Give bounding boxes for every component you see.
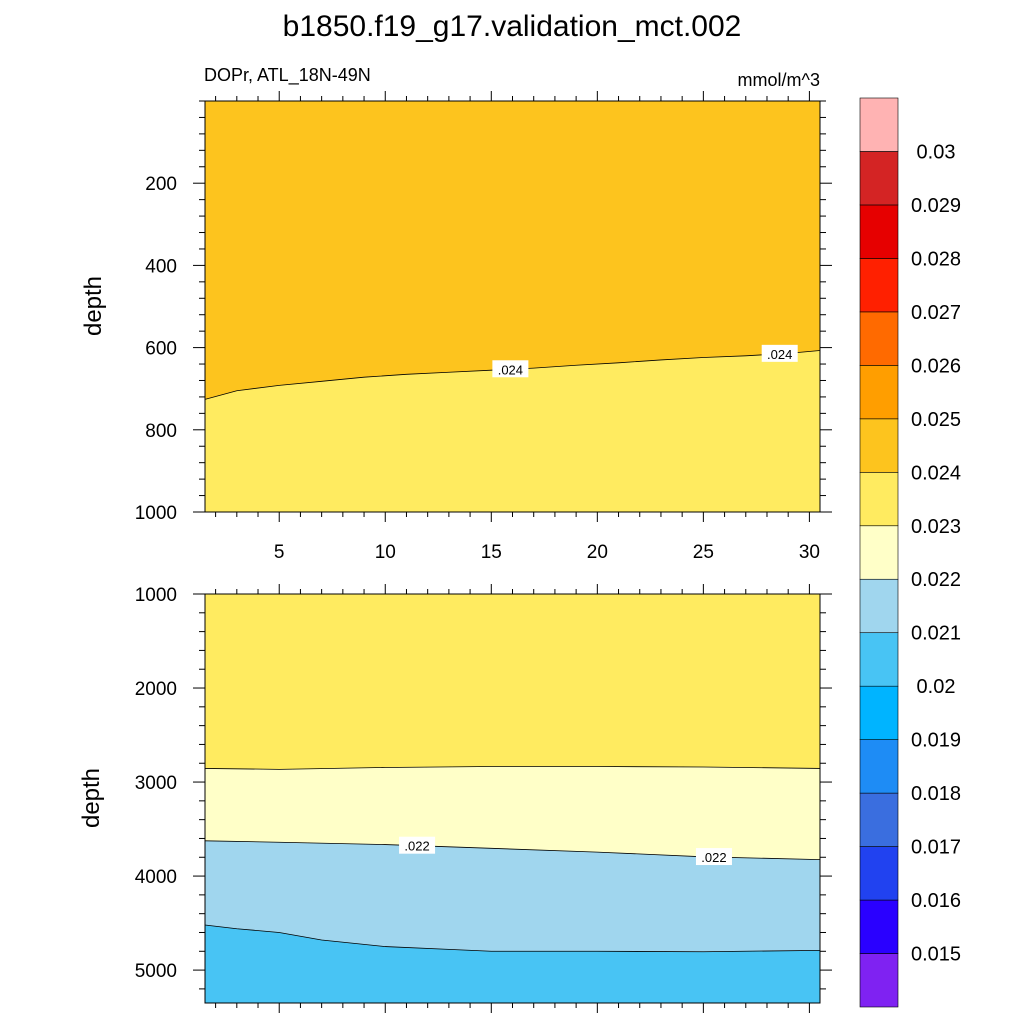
colorbar-label: 0.026: [911, 355, 961, 377]
panel0-contour-label-box: [492, 360, 529, 378]
colorbar-box-3: [859, 792, 899, 847]
top-contour-panel: .024 .024 5 10 15 20 25 30 200 400 600 800 1000: [135, 91, 832, 563]
panel0-x-tick-label: 5: [274, 542, 285, 563]
colorbar-label: 0.028: [911, 248, 961, 270]
chart-title: b1850.f19_g17.validation_mct.002: [283, 10, 742, 43]
top-y-axis-label: depth: [80, 276, 107, 336]
panel0-band-1: [205, 350, 820, 512]
panel0-contour-label: .024: [498, 362, 523, 377]
colorbar-box-12: [859, 311, 899, 366]
panel0-band-0: [205, 101, 820, 400]
colorbar-label: 0.021: [911, 623, 961, 645]
colorbar-box-13: [859, 258, 899, 313]
colorbar-box-8: [859, 525, 899, 580]
colorbar-box-10: [859, 418, 899, 473]
colorbar-box-7: [859, 578, 899, 634]
colorbar-box-14: [859, 204, 899, 259]
panel1-contour-label-box: [695, 848, 732, 866]
colorbar-label: 0.023: [911, 516, 961, 538]
panel0-x-tick-label: 10: [375, 542, 396, 563]
bottom-y-axis-label: depth: [78, 768, 105, 828]
panel1-contour-label: .022: [701, 850, 726, 865]
panel0-y-tick-label: 400: [145, 256, 177, 277]
colorbar-box-0: [859, 953, 899, 1008]
bottom-contour-panel: .022 .022 1000 2000 3000 4000 5000: [135, 584, 832, 1013]
colorbar-box-5: [859, 685, 899, 740]
panel1-contour-line-2: [204, 924, 821, 953]
colorbar-label: 0.017: [911, 837, 961, 859]
panel1-y-tick-label: 1000: [135, 585, 177, 606]
panel0-x-tick-label: 30: [799, 542, 820, 563]
panel0-x-tick-label: 20: [587, 542, 608, 563]
panel1-y-tick-label: 2000: [135, 679, 177, 700]
panel0-contour-label: .024: [767, 347, 792, 362]
colorbar-box-9: [859, 471, 899, 527]
panel1-y-tick-label: 4000: [135, 867, 177, 888]
colorbar-box-11: [859, 365, 899, 420]
colorbar-label: 0.025: [911, 409, 961, 431]
panel0-y-tick-label: 800: [145, 421, 177, 442]
panel0-y-tick-label: 1000: [135, 503, 177, 524]
colorbar-label: 0.02: [917, 676, 956, 698]
panel0-x-tick-label: 15: [481, 542, 502, 563]
colorbar-box-1: [859, 899, 899, 954]
variable-region-label: DOPr, ATL_18N-49N: [204, 65, 371, 86]
colorbar-label: 0.015: [911, 944, 961, 966]
colorbar-label: 0.027: [911, 302, 961, 324]
colorbar-label: 0.018: [911, 783, 961, 805]
colorbar-label: 0.022: [911, 569, 961, 591]
panel1-contour-label-box: [399, 836, 436, 854]
panel1-band-1: [205, 766, 820, 860]
panel1-y-tick-label: 5000: [135, 961, 177, 982]
units-label: mmol/m^3: [738, 70, 820, 90]
panel1-y-tick-label: 3000: [135, 773, 177, 794]
colorbar-label: 0.03: [917, 141, 956, 163]
panel1-contour-line-0: [204, 766, 821, 770]
colorbar-box-4: [859, 739, 899, 794]
panel0-contour-label-box: [761, 344, 798, 362]
panel0-y-tick-label: 200: [145, 174, 177, 195]
colorbar-box-16: [859, 97, 899, 152]
panel1-band-0: [205, 594, 820, 770]
colorbar-box-6: [859, 632, 899, 687]
colorbar-label: 0.024: [911, 462, 961, 484]
panel1-band-2: [205, 840, 820, 952]
panel0-y-tick-label: 600: [145, 339, 177, 360]
colorbar-box-15: [859, 151, 899, 206]
colorbar-label: 0.016: [911, 890, 961, 912]
panel1-band-3: [205, 924, 820, 1003]
colorbar-label: 0.029: [911, 195, 961, 217]
panel1-contour-label: .022: [404, 839, 429, 854]
colorbar-label: 0.019: [911, 730, 961, 752]
colorbar: 0.015 0.016 0.017 0.018 0.019 0.02 0.021 0.022 0…: [859, 97, 961, 1008]
panel0-x-tick-label: 25: [693, 542, 714, 563]
colorbar-box-2: [859, 846, 899, 901]
